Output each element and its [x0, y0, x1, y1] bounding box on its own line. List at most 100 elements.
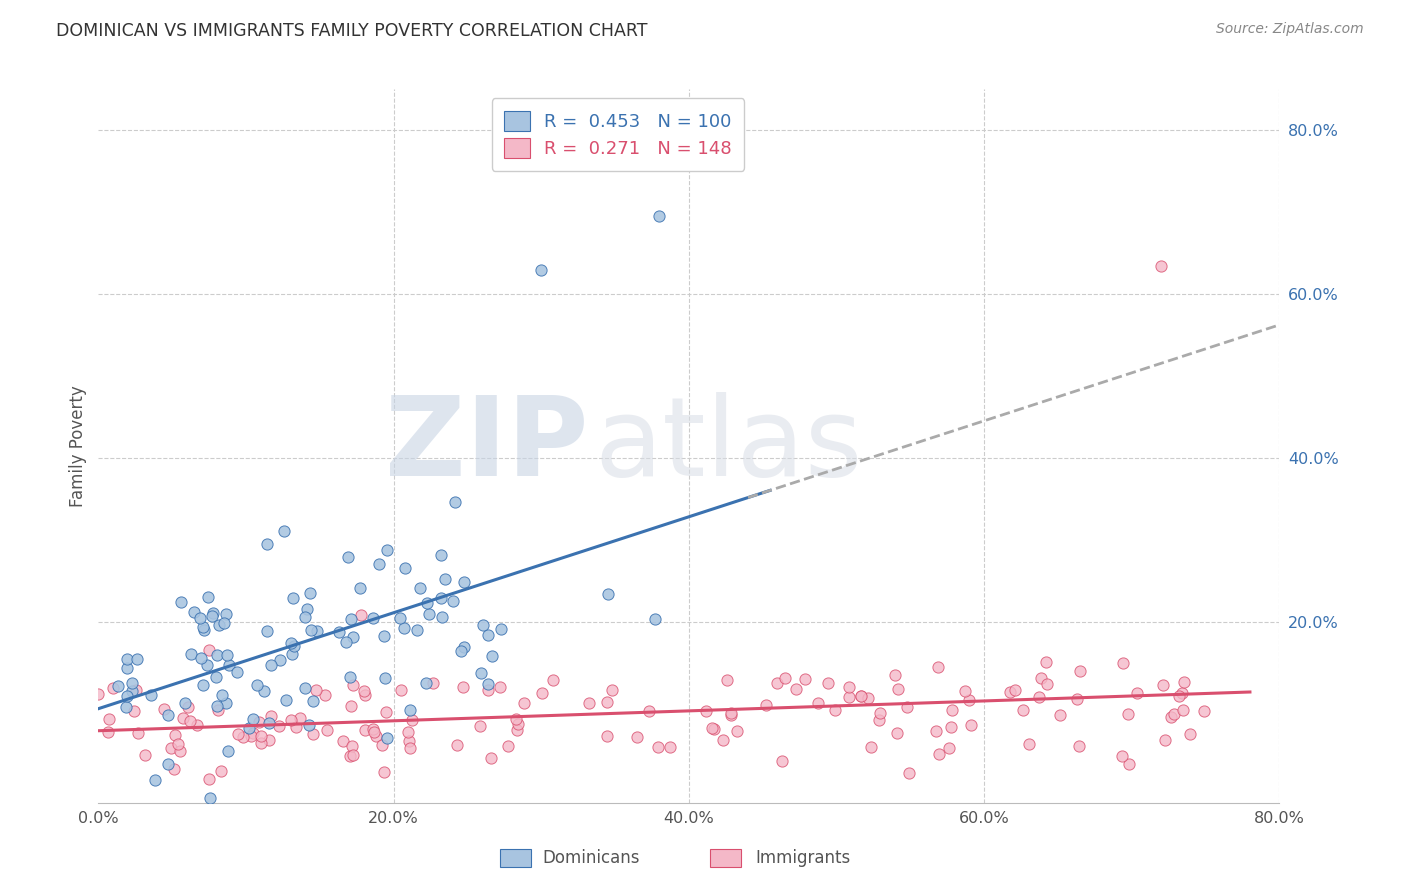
Point	[332, 733, 354, 747]
Point	[541, 673, 564, 688]
Point	[770, 755, 793, 769]
Point	[354, 688, 377, 702]
Point	[939, 720, 962, 734]
Point	[884, 668, 907, 682]
Point	[209, 764, 232, 778]
Point	[441, 594, 464, 608]
Point	[422, 675, 444, 690]
Point	[242, 712, 264, 726]
Text: atlas: atlas	[595, 392, 863, 500]
Point	[247, 714, 270, 729]
Point	[225, 665, 247, 679]
Point	[409, 582, 432, 596]
Point	[389, 683, 412, 698]
Point	[156, 707, 179, 722]
Point	[335, 635, 357, 649]
Point	[269, 653, 291, 667]
Point	[446, 739, 468, 753]
Point	[143, 772, 166, 787]
Point	[339, 698, 361, 713]
Point	[434, 572, 457, 586]
Point	[115, 700, 138, 714]
Point	[886, 725, 908, 739]
Point	[232, 730, 254, 744]
Point	[179, 714, 201, 728]
Point	[103, 681, 125, 695]
Point	[294, 681, 316, 696]
Point	[294, 610, 316, 624]
Point	[283, 639, 305, 653]
Point	[193, 624, 215, 638]
Point	[1028, 690, 1050, 705]
Point	[191, 620, 214, 634]
Point	[250, 729, 273, 743]
Point	[1069, 664, 1091, 678]
Point	[336, 549, 359, 564]
Point	[695, 704, 717, 718]
Point	[280, 713, 302, 727]
Point	[1192, 704, 1215, 718]
Point	[215, 648, 238, 663]
Point	[373, 629, 395, 643]
Point	[513, 696, 536, 710]
Point	[349, 581, 371, 595]
Point	[342, 630, 364, 644]
Point	[354, 723, 377, 737]
Point	[472, 618, 495, 632]
Point	[107, 679, 129, 693]
Point	[260, 657, 283, 672]
Point	[353, 684, 375, 698]
Point	[273, 524, 295, 538]
Point	[179, 648, 201, 662]
Point	[1111, 749, 1133, 764]
Point	[1066, 692, 1088, 706]
Point	[208, 618, 231, 632]
Point	[340, 739, 363, 753]
Point	[127, 726, 149, 740]
Point	[477, 682, 499, 697]
Point	[860, 739, 883, 754]
Point	[703, 722, 725, 736]
Point	[134, 748, 156, 763]
Point	[1150, 259, 1173, 273]
Point	[363, 725, 385, 739]
Point	[453, 574, 475, 589]
Point	[218, 658, 240, 673]
Point	[301, 623, 323, 637]
Point	[115, 661, 138, 675]
Point	[765, 676, 787, 690]
Point	[1118, 757, 1140, 772]
Point	[396, 724, 419, 739]
Point	[339, 748, 361, 763]
Point	[205, 670, 228, 684]
Point	[470, 719, 492, 733]
Point	[373, 764, 395, 779]
Point	[256, 536, 278, 550]
Point	[479, 751, 502, 765]
Point	[305, 682, 328, 697]
Point	[214, 615, 236, 630]
Point	[1168, 689, 1191, 703]
Point	[638, 704, 661, 718]
Point	[280, 636, 302, 650]
Point	[1171, 703, 1194, 717]
Point	[1018, 738, 1040, 752]
Point	[1012, 702, 1035, 716]
Point	[172, 711, 194, 725]
Point	[259, 708, 281, 723]
Point	[361, 611, 384, 625]
Point	[211, 689, 233, 703]
Point	[1029, 671, 1052, 685]
Point	[125, 682, 148, 697]
Point	[1116, 706, 1139, 721]
Point	[868, 713, 890, 727]
Point	[1067, 739, 1090, 753]
Point	[197, 590, 219, 604]
Point	[481, 649, 503, 664]
Point	[217, 744, 239, 758]
Point	[953, 684, 976, 698]
Point	[430, 610, 453, 624]
Point	[1126, 686, 1149, 700]
Point	[596, 730, 619, 744]
Point	[596, 695, 619, 709]
